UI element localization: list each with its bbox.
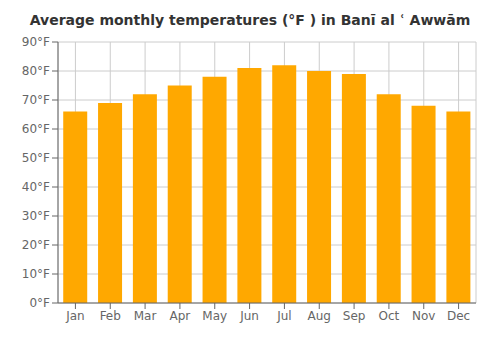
svg-text:Jul: Jul [276,309,291,323]
svg-text:Oct: Oct [379,309,400,323]
svg-text:60°F: 60°F [22,122,50,136]
svg-text:Jun: Jun [239,309,259,323]
svg-text:20°F: 20°F [22,238,50,252]
svg-text:70°F: 70°F [22,93,50,107]
svg-text:Jan: Jan [65,309,85,323]
svg-text:Feb: Feb [100,309,121,323]
html-text:Average monthly temperatures (: Average monthly temperatures (°F ) in Ba… [29,12,471,28]
svg-text:40°F: 40°F [22,180,50,194]
svg-text:Mar: Mar [134,309,157,323]
svg-text:May: May [202,309,227,323]
svg-text:50°F: 50°F [22,151,50,165]
svg-text:80°F: 80°F [22,64,50,78]
svg-text:90°F: 90°F [22,35,50,49]
svg-text:Sep: Sep [343,309,366,323]
svg-text:Aug: Aug [308,309,331,323]
svg-text:Apr: Apr [170,309,191,323]
svg-text:30°F: 30°F [22,209,50,223]
svg-text:0°F: 0°F [29,296,50,310]
svg-text:10°F: 10°F [22,267,50,281]
svg-text:Dec: Dec [447,309,470,323]
svg-text:Nov: Nov [412,309,435,323]
